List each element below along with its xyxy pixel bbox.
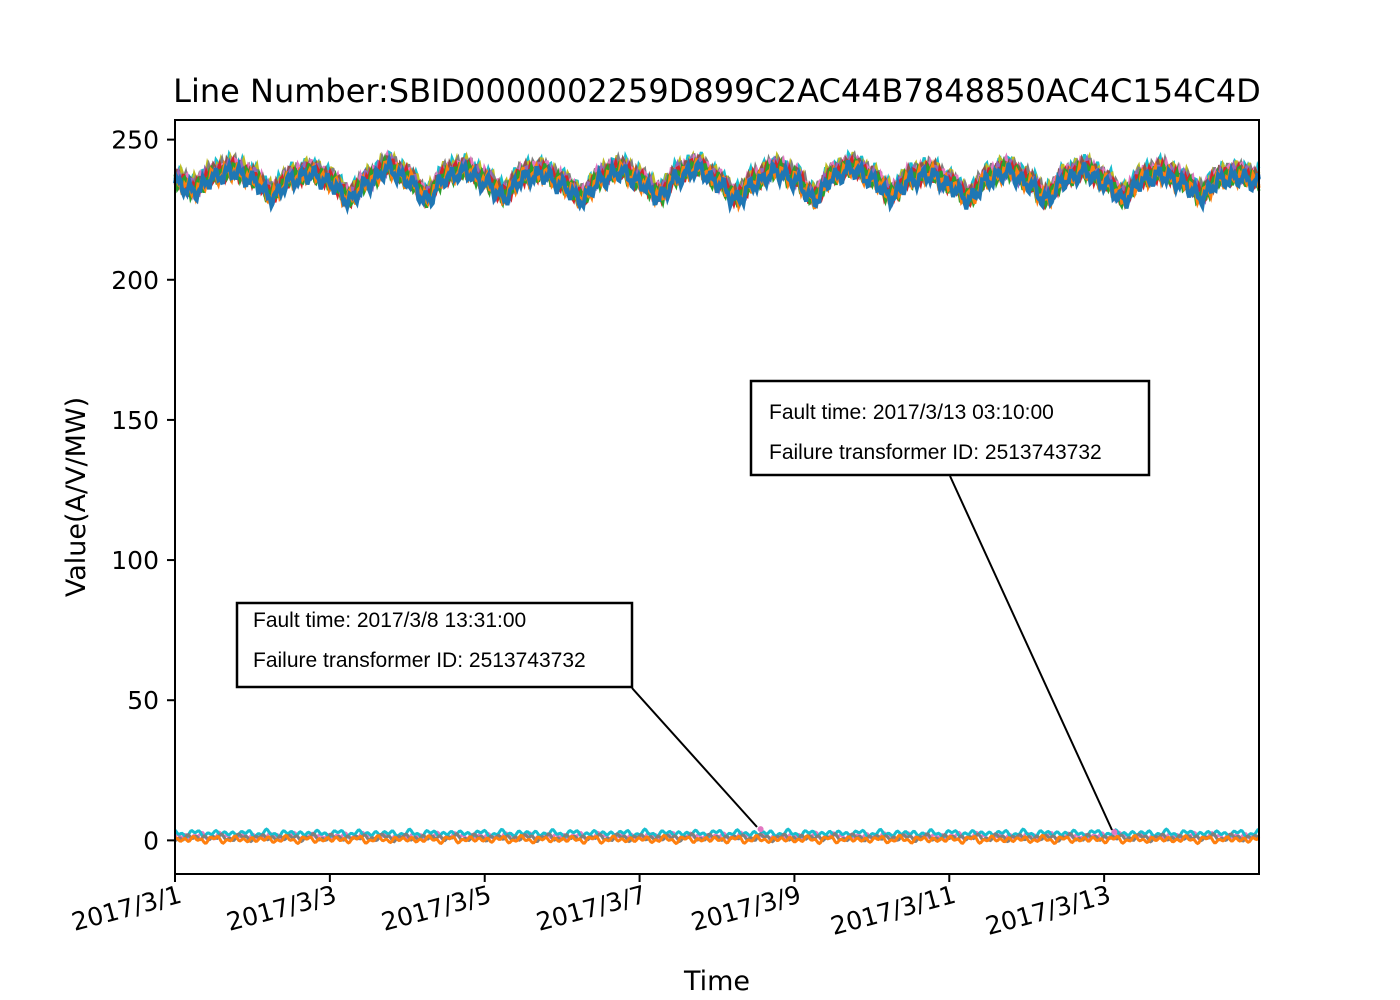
y-axis-label: Value(A/V/MW) [61,397,92,597]
annotation-box [749,379,1151,477]
y-tick-label: 150 [111,406,159,435]
series-line [174,833,1261,846]
plot-frame [174,119,1260,875]
series-layer [173,148,1261,846]
annotation-box [235,601,634,689]
fault-annotation: Fault time: 2017/3/13 03:10:00 Failure t… [749,379,1151,831]
fault-point [1111,828,1118,835]
annotation-fault-time: Fault time: 2017/3/8 13:31:00 [253,609,526,632]
fault-annotation: Fault time: 2017/3/8 13:31:00 Failure tr… [235,601,758,828]
fault-point [757,826,764,833]
annotation-arrow [631,687,758,828]
annotation-transformer-id: Failure transformer ID: 2513743732 [769,441,1102,464]
annotation-transformer-id: Failure transformer ID: 2513743732 [253,649,586,672]
y-tick-label: 0 [143,826,159,855]
annotation-arrow [949,475,1113,831]
plot-area: Fault time: 2017/3/8 13:31:00 Failure tr… [173,119,1261,875]
y-tick-label: 250 [111,126,159,155]
annotation-fault-time: Fault time: 2017/3/13 03:10:00 [769,401,1054,424]
y-axis: 0 50 100 150 200 250 [111,126,175,855]
annotation-layer: Fault time: 2017/3/8 13:31:00 Failure tr… [235,379,1151,831]
series-line [173,152,1261,216]
y-tick-label: 50 [127,686,159,715]
chart-title: Line Number:SBID0000002259D899C2AC44B784… [173,72,1261,110]
x-axis-label: Time [683,966,750,997]
series-line [173,827,1260,839]
y-tick-label: 200 [111,266,159,295]
y-tick-label: 100 [111,546,159,575]
